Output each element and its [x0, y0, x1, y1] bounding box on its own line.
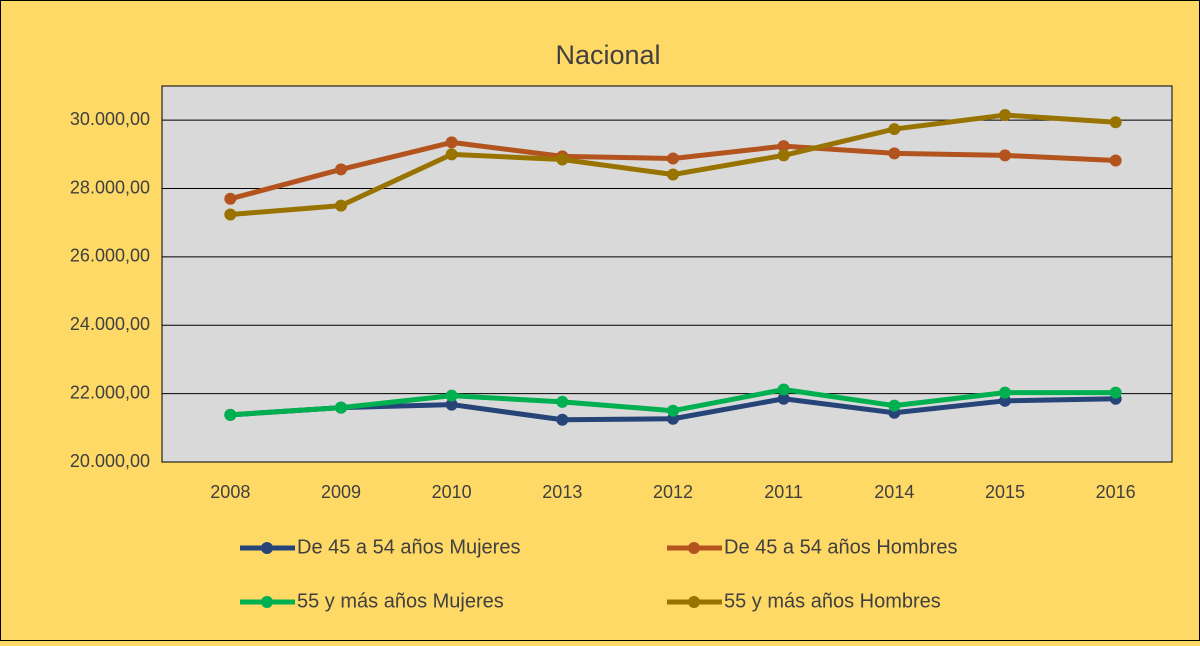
legend-label: De 45 a 54 años Mujeres [297, 536, 520, 558]
data-point [1109, 386, 1122, 399]
data-point [667, 168, 679, 181]
data-point [1109, 116, 1122, 129]
legend-marker [688, 596, 700, 608]
data-point [445, 136, 458, 149]
x-tick-label: 2011 [764, 482, 803, 502]
x-tick-label: 2013 [542, 482, 582, 502]
legend-label: 55 y más años Hombres [724, 590, 941, 612]
y-tick-label: 26.000,00 [70, 246, 150, 266]
data-point [1109, 154, 1122, 167]
legend-label: De 45 a 54 años Hombres [724, 536, 957, 558]
y-tick-label: 22.000,00 [70, 382, 150, 402]
data-point [999, 386, 1011, 399]
x-tick-label: 2016 [1096, 482, 1136, 502]
x-tick-label: 2012 [653, 482, 693, 502]
legend-marker [261, 542, 273, 554]
data-point [999, 394, 1011, 407]
x-tick-label: 2010 [432, 482, 472, 502]
data-point [999, 149, 1011, 162]
x-tick-label: 2008 [210, 482, 250, 502]
data-point [556, 413, 569, 426]
y-tick-label: 20.000,00 [70, 451, 150, 471]
data-point [888, 123, 901, 136]
chart-title: Nacional [555, 40, 660, 70]
data-point [335, 163, 347, 176]
data-point [335, 199, 347, 212]
x-tick-label: 2009 [321, 482, 361, 502]
data-point [888, 399, 901, 412]
x-tick-label: 2015 [985, 482, 1025, 502]
data-point [556, 153, 569, 166]
legend-marker [688, 542, 700, 554]
data-point [888, 147, 901, 160]
data-point [667, 404, 679, 417]
data-point [999, 109, 1011, 122]
data-point [335, 401, 347, 414]
y-tick-label: 28.000,00 [70, 177, 150, 197]
x-tick-label: 2014 [874, 482, 914, 502]
data-point [224, 192, 237, 205]
data-point [777, 140, 790, 153]
y-tick-label: 24.000,00 [70, 314, 150, 334]
data-point [667, 152, 679, 165]
data-point [777, 383, 790, 396]
data-point [445, 148, 458, 161]
data-point [445, 398, 458, 411]
data-point [556, 395, 569, 408]
plot-area [161, 85, 1173, 463]
y-tick-label: 30.000,00 [70, 109, 150, 129]
data-point [224, 408, 237, 421]
data-point [224, 208, 237, 221]
data-point [445, 389, 458, 402]
legend-label: 55 y más años Mujeres [297, 590, 504, 612]
data-point [777, 149, 790, 162]
data-point [777, 392, 790, 405]
legend-marker [261, 596, 273, 608]
